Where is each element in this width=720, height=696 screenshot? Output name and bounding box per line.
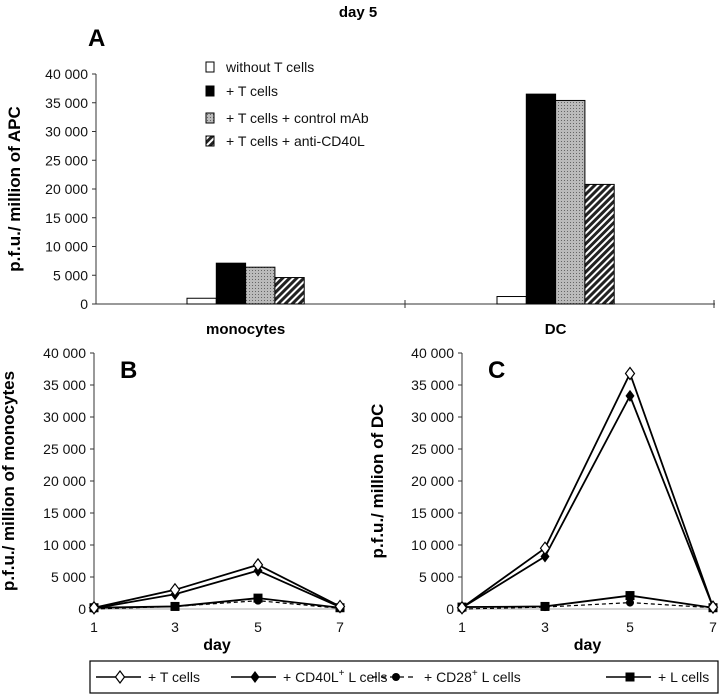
x-axis-label: day [203, 637, 231, 654]
y-tick-label: 0 [446, 601, 454, 617]
y-tick-label: 15 000 [45, 210, 88, 226]
series-line-1 [461, 393, 714, 609]
bar-dc-series-1 [525, 93, 557, 305]
category-label-monocytes: monocytes [206, 321, 285, 338]
x-axis-label: day [574, 637, 602, 654]
y-tick-label: 5 000 [53, 267, 88, 283]
y-tick-label: 40 000 [45, 66, 88, 82]
legend-label-3: + T cells + anti-CD40L [226, 133, 365, 149]
data-point-series-0-day-3 [539, 541, 551, 556]
panel-b-label: B [120, 357, 137, 384]
series-line-2 [461, 601, 714, 610]
panel-a-title: day 5 [339, 4, 377, 21]
data-point-series-0-day-7 [707, 600, 719, 615]
y-tick-label: 20 000 [411, 473, 454, 489]
data-point-series-0-day-1 [88, 600, 100, 615]
legend-label-2: + T cells + control mAb [226, 110, 369, 126]
legend-swatch-1 [205, 85, 215, 97]
legend-label-1: + T cells [226, 83, 278, 99]
x-tick-label: 1 [458, 619, 466, 635]
data-point-series-2-day-5 [254, 596, 262, 605]
bar-monocytes-series-1 [215, 262, 247, 305]
x-tick-label: 5 [254, 619, 262, 635]
data-point-series-0-day-3 [169, 582, 181, 597]
y-tick-label: 10 000 [411, 537, 454, 553]
x-tick-label: 5 [626, 619, 634, 635]
legend-label-3: + L cells [658, 669, 709, 685]
y-tick-label: 5 000 [51, 569, 86, 585]
legend-swatch-3 [205, 135, 215, 147]
bar-dc-series-2 [555, 99, 586, 305]
panel-c-label: C [488, 357, 505, 384]
data-point-series-0-day-7 [334, 599, 346, 614]
y-tick-label: 35 000 [45, 95, 88, 111]
legend-marker-1 [250, 671, 260, 683]
panel-c-line-chart: 0 5 000 10 000 15 000 20 000 25 000 30 000 35 0… [368, 345, 719, 654]
legend-swatch-0 [205, 61, 215, 73]
y-tick-label: 20 000 [45, 181, 88, 197]
legend-label-0: without T cells [225, 59, 314, 75]
y-axis-label: p.f.u./ million of DC [368, 404, 387, 559]
legend-marker-2 [392, 673, 400, 681]
series-line-3 [461, 594, 714, 609]
data-point-series-0-day-1 [456, 600, 468, 615]
data-point-series-1-day-5 [625, 389, 635, 402]
data-point-series-0-day-5 [252, 557, 264, 572]
legend-marker-3 [625, 672, 635, 682]
series-line-1 [93, 569, 341, 610]
legend-marker-0 [114, 670, 126, 684]
y-tick-label: 35 000 [43, 377, 86, 393]
bar-monocytes-series-0 [186, 297, 217, 305]
y-tick-label: 35 000 [411, 377, 454, 393]
y-tick-label: 40 000 [411, 345, 454, 361]
bar-monocytes-series-3 [274, 277, 305, 305]
y-tick-label: 0 [80, 296, 88, 312]
y-tick-label: 5 000 [419, 569, 454, 585]
series-line-3 [93, 597, 341, 609]
x-tick-label: 3 [171, 619, 179, 635]
y-axis-label: p.f.u./ million of monocytes [0, 371, 18, 591]
legend-swatch-2 [205, 112, 215, 124]
bar-dc-series-0 [496, 296, 527, 305]
y-tick-label: 20 000 [43, 473, 86, 489]
data-point-series-3-day-5 [625, 591, 635, 601]
line-legend: + T cells + CD40L+ L cells + CD28+ L cells… [89, 660, 719, 694]
y-tick-label: 15 000 [411, 505, 454, 521]
legend-label-2: + CD28+ L cells [424, 668, 521, 685]
x-tick-label: 3 [541, 619, 549, 635]
series-line-0 [461, 371, 714, 609]
bar-monocytes-series-2 [245, 266, 276, 305]
legend-label-1: + CD40L+ L cells [283, 668, 388, 685]
panel-a-label: A [88, 25, 105, 52]
y-tick-label: 25 000 [43, 441, 86, 457]
series-line-2 [93, 600, 341, 610]
x-tick-label: 7 [709, 619, 717, 635]
data-point-series-0-day-5 [624, 366, 636, 381]
x-tick-label: 7 [336, 619, 344, 635]
x-tick-label: 1 [90, 619, 98, 635]
panel-b-line-chart: 0 5 000 10 000 15 000 20 000 25 000 30 000 35 0… [0, 345, 346, 654]
y-tick-label: 30 000 [45, 124, 88, 140]
y-tick-label: 10 000 [45, 239, 88, 255]
y-tick-label: 0 [78, 601, 86, 617]
y-tick-label: 25 000 [45, 152, 88, 168]
y-axis-label: p.f.u./ million of APC [5, 106, 24, 272]
bar-dc-series-3 [584, 183, 615, 305]
y-tick-label: 40 000 [43, 345, 86, 361]
y-tick-label: 30 000 [43, 409, 86, 425]
panel-a-bar-chart: 0 5 000 10 000 15 000 20 000 25 000 30 000 35 0… [5, 59, 715, 338]
y-tick-label: 25 000 [411, 441, 454, 457]
series-line-0 [93, 563, 341, 609]
category-label-dc: DC [545, 321, 567, 338]
legend-label-0: + T cells [148, 669, 200, 685]
data-point-series-2-day-3 [541, 603, 549, 612]
data-point-series-2-day-3 [171, 602, 179, 611]
y-tick-label: 15 000 [43, 505, 86, 521]
data-point-series-1-day-3 [540, 550, 550, 563]
y-tick-label: 30 000 [411, 409, 454, 425]
data-point-series-2-day-5 [626, 598, 634, 607]
y-tick-label: 10 000 [43, 537, 86, 553]
